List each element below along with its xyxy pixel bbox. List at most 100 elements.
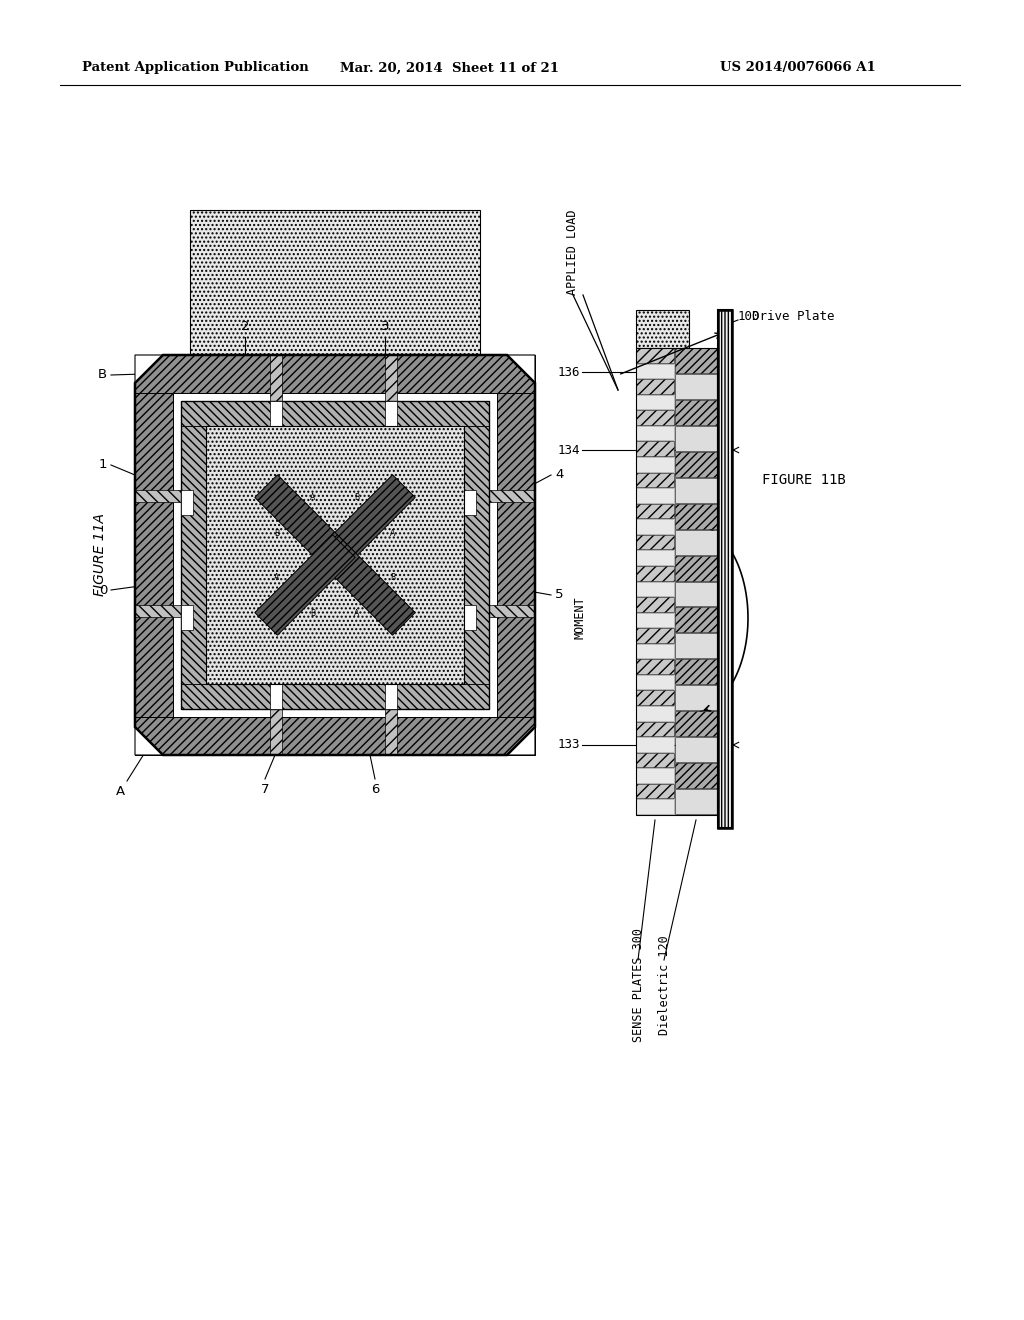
- Polygon shape: [507, 727, 535, 755]
- Text: SENSE PLATES 300: SENSE PLATES 300: [632, 928, 645, 1041]
- Bar: [675, 478, 717, 503]
- Bar: [675, 789, 717, 814]
- Text: MOMENT: MOMENT: [573, 597, 587, 639]
- Bar: [636, 363, 674, 378]
- Bar: [385, 684, 397, 709]
- Bar: [270, 684, 282, 709]
- Text: Dielectric 120: Dielectric 120: [658, 935, 671, 1035]
- Bar: [636, 519, 674, 533]
- Bar: [636, 597, 674, 611]
- Text: Drive Plate: Drive Plate: [752, 309, 835, 322]
- Polygon shape: [314, 475, 415, 576]
- Bar: [636, 628, 674, 643]
- Bar: [636, 504, 674, 519]
- Bar: [675, 763, 717, 788]
- Bar: [636, 473, 674, 487]
- Bar: [675, 400, 717, 425]
- Bar: [636, 706, 674, 721]
- Text: A: A: [390, 528, 395, 537]
- Bar: [636, 737, 674, 751]
- Bar: [636, 659, 674, 675]
- Bar: [385, 355, 397, 426]
- Bar: [636, 675, 674, 689]
- Bar: [675, 582, 717, 606]
- Text: B: B: [274, 528, 280, 537]
- Bar: [675, 374, 717, 399]
- Bar: [636, 348, 674, 363]
- Bar: [675, 529, 717, 554]
- Bar: [135, 355, 535, 393]
- Polygon shape: [314, 535, 415, 635]
- Bar: [675, 685, 717, 710]
- Bar: [206, 426, 464, 684]
- Bar: [464, 605, 535, 616]
- Bar: [206, 426, 464, 684]
- Bar: [675, 711, 717, 737]
- Bar: [385, 684, 397, 755]
- Text: FIGURE 11B: FIGURE 11B: [762, 473, 846, 487]
- Bar: [675, 504, 717, 528]
- Bar: [636, 644, 674, 659]
- Bar: [181, 684, 489, 709]
- Bar: [497, 393, 535, 717]
- Bar: [718, 310, 732, 828]
- Bar: [181, 426, 206, 684]
- Bar: [636, 722, 674, 737]
- Text: 5: 5: [555, 589, 563, 602]
- Text: B: B: [354, 492, 359, 502]
- Text: B: B: [390, 573, 395, 582]
- Bar: [675, 607, 717, 632]
- Bar: [636, 411, 674, 425]
- Bar: [675, 556, 717, 581]
- Bar: [636, 550, 674, 565]
- Bar: [636, 800, 674, 814]
- Bar: [636, 612, 674, 627]
- Bar: [385, 401, 397, 426]
- Bar: [464, 605, 476, 630]
- Polygon shape: [507, 355, 535, 383]
- Text: A: A: [310, 492, 315, 502]
- Text: 100: 100: [738, 309, 761, 322]
- Bar: [636, 582, 674, 597]
- Bar: [636, 441, 674, 455]
- Text: B: B: [98, 368, 106, 381]
- Bar: [135, 605, 206, 616]
- Text: 0: 0: [98, 583, 106, 597]
- Bar: [675, 451, 717, 477]
- Text: US 2014/0076066 A1: US 2014/0076066 A1: [720, 62, 876, 74]
- Text: A: A: [274, 573, 280, 582]
- Bar: [675, 426, 717, 450]
- Text: 4: 4: [555, 469, 563, 482]
- Bar: [636, 488, 674, 503]
- Bar: [675, 737, 717, 762]
- Text: A: A: [354, 609, 359, 618]
- Text: A: A: [116, 785, 125, 799]
- Bar: [135, 393, 173, 717]
- Text: 1: 1: [98, 458, 106, 471]
- Bar: [636, 690, 674, 705]
- Bar: [636, 395, 674, 409]
- Bar: [718, 310, 732, 828]
- Bar: [675, 634, 717, 659]
- Bar: [636, 784, 674, 799]
- Bar: [135, 717, 535, 755]
- Polygon shape: [135, 355, 163, 383]
- Bar: [464, 490, 535, 502]
- Bar: [636, 379, 674, 393]
- Bar: [190, 210, 480, 355]
- Bar: [270, 401, 282, 426]
- Text: 133: 133: [557, 738, 580, 751]
- Bar: [464, 490, 476, 515]
- Bar: [270, 355, 282, 426]
- Text: FIGURE 11A: FIGURE 11A: [93, 513, 106, 597]
- Bar: [636, 566, 674, 581]
- Bar: [675, 659, 717, 684]
- Text: 134: 134: [557, 444, 580, 457]
- Bar: [636, 426, 674, 441]
- Bar: [636, 457, 674, 471]
- Text: 3: 3: [381, 319, 389, 333]
- Polygon shape: [255, 535, 355, 635]
- Bar: [181, 490, 193, 515]
- Bar: [181, 401, 489, 709]
- Bar: [135, 490, 206, 502]
